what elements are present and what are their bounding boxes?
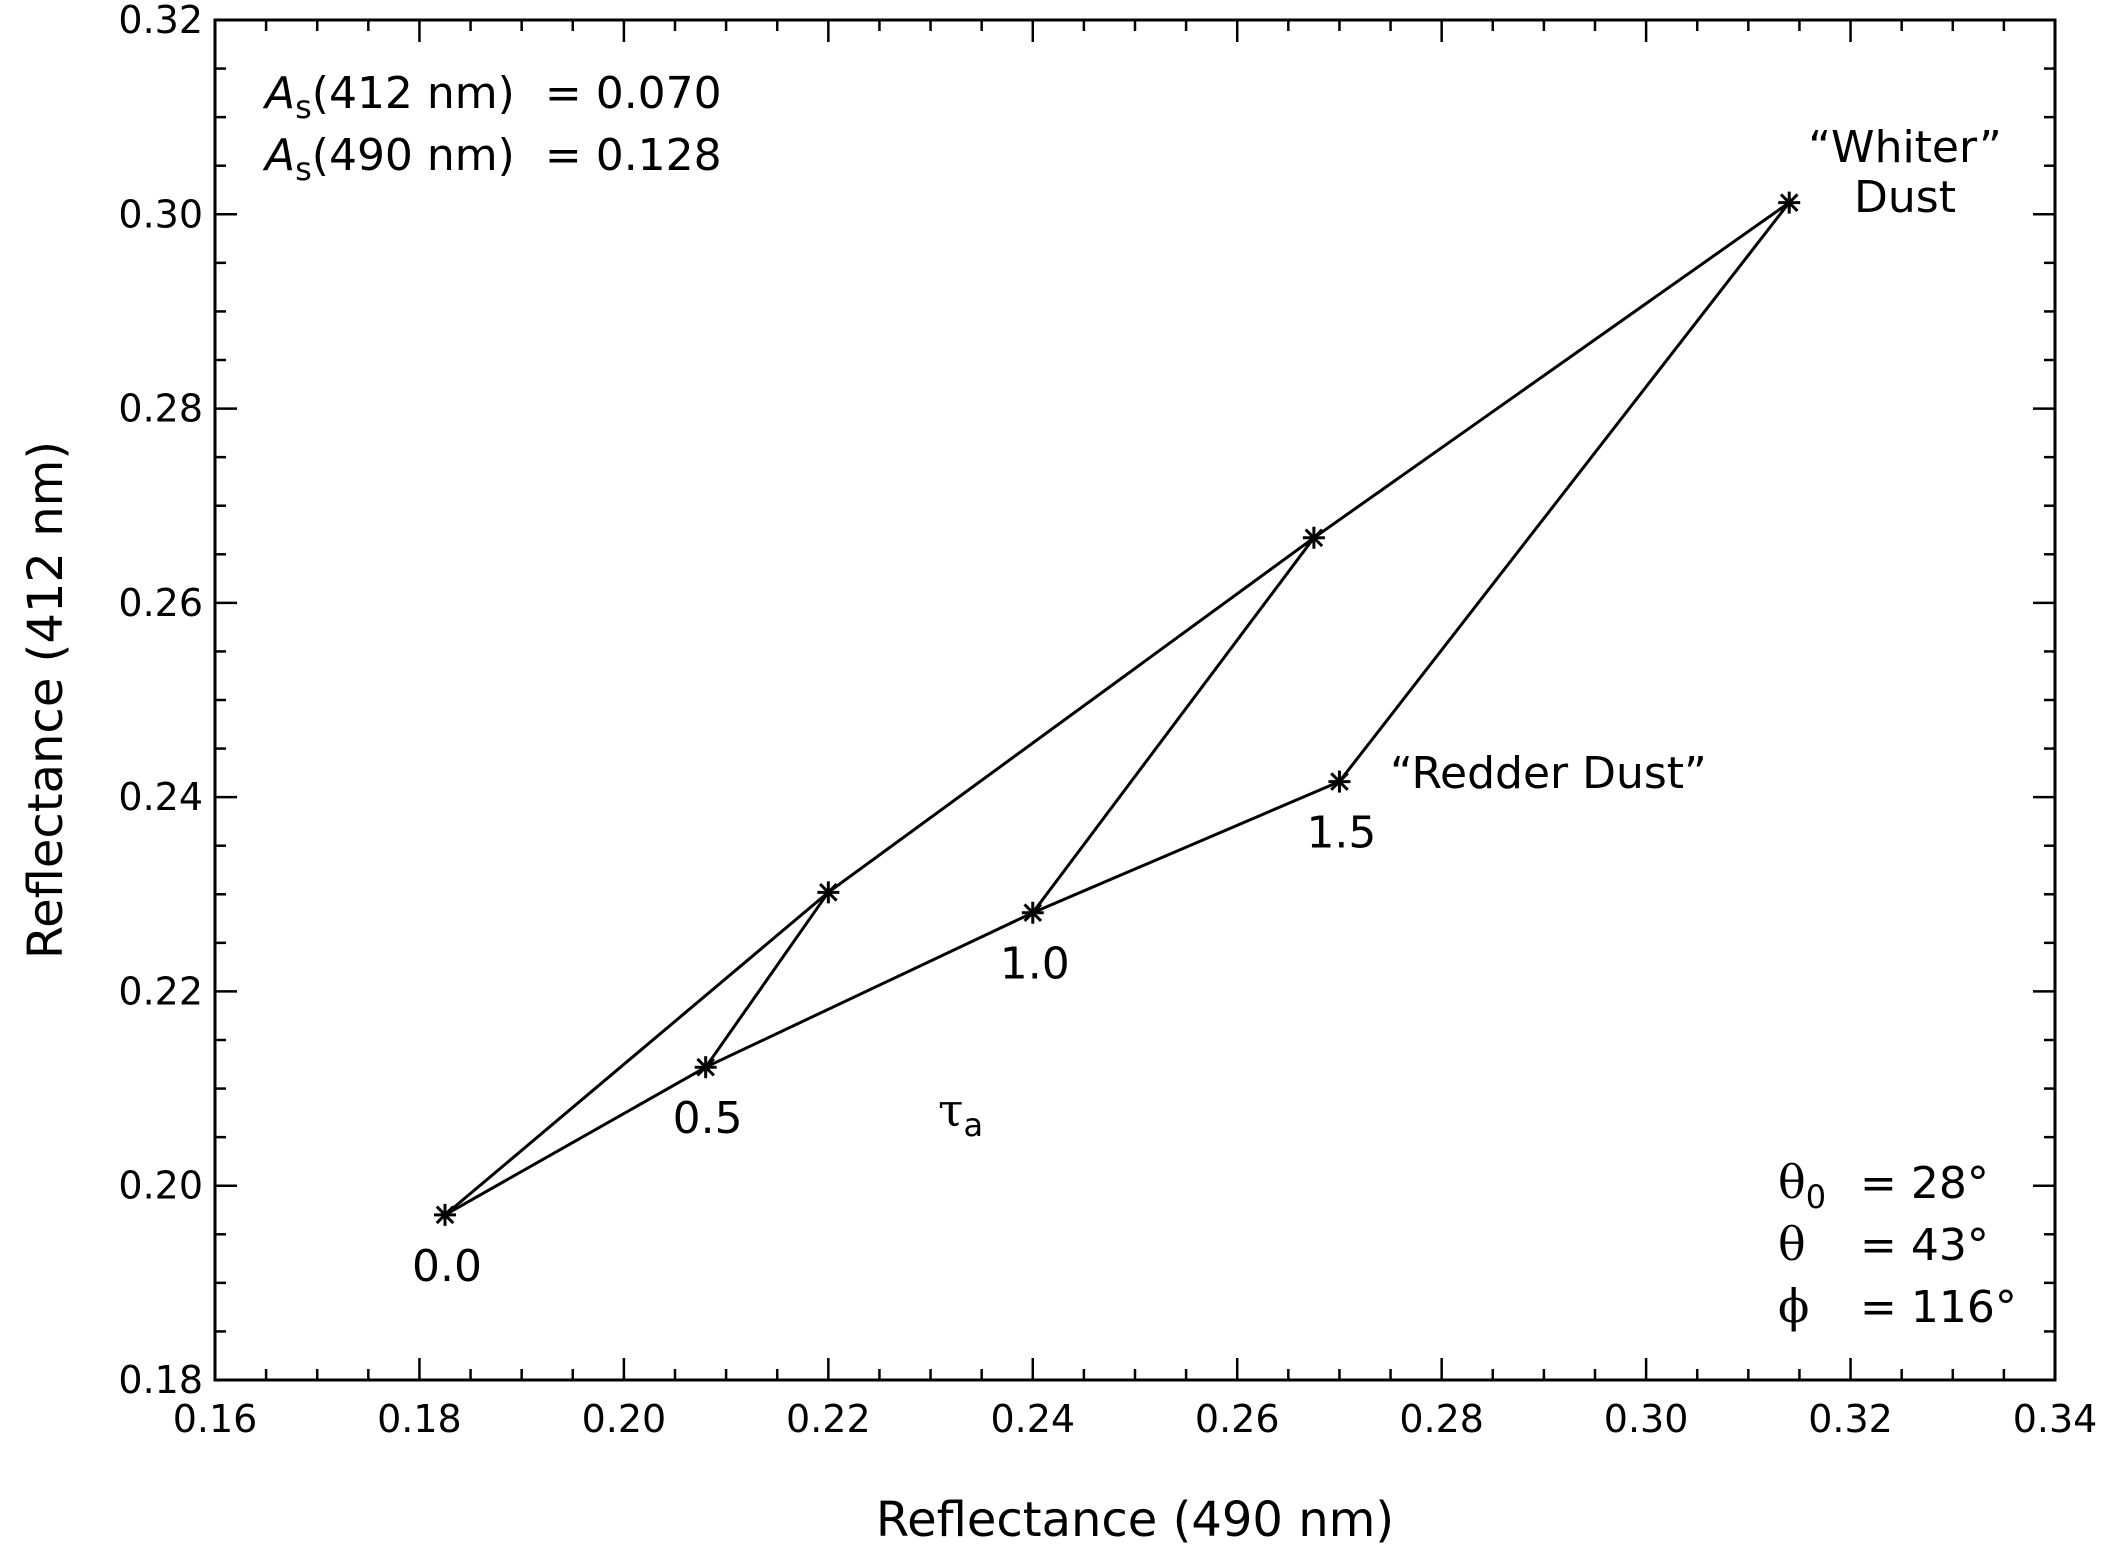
redder-dust-label: “Redder Dust” xyxy=(1390,748,1707,799)
y-tick-label: 0.30 xyxy=(118,192,203,236)
tau-value-labels: 0.0 0.5 1.0 1.5 xyxy=(412,808,1376,1292)
theta-value: = 43° xyxy=(1860,1220,1989,1271)
as-symbol: A xyxy=(262,130,295,181)
phi-value: = 116° xyxy=(1860,1282,2017,1333)
as-symbol: A xyxy=(262,68,295,119)
x-axis-title: Reflectance (490 nm) xyxy=(876,1492,1394,1548)
tau-symbol: τ xyxy=(938,1083,963,1137)
x-tick-label: 0.30 xyxy=(1604,1397,1689,1441)
y-tick-labels: 0.18 0.20 0.22 0.24 0.26 0.28 0.30 0.32 xyxy=(118,0,203,1402)
y-tick-label: 0.20 xyxy=(118,1164,203,1208)
series-line-3 xyxy=(1031,536,1316,914)
asterisk-marker xyxy=(1021,901,1044,924)
tick-marks xyxy=(213,18,2057,1382)
asterisk-marker xyxy=(694,1056,717,1079)
x-tick-label: 0.18 xyxy=(377,1397,462,1441)
as412-wavelength: (412 nm) xyxy=(312,68,515,119)
phi-symbol: ϕ xyxy=(1778,1279,1809,1333)
tau-a-label: τa xyxy=(938,1083,983,1144)
theta0-subscript: 0 xyxy=(1806,1178,1826,1216)
x-tick-labels: 0.16 0.18 0.20 0.22 0.24 0.26 0.28 0.30 0.32 0.34 xyxy=(173,1397,2098,1441)
y-axis-title: Reflectance (412 nm) xyxy=(18,441,74,959)
asterisk-marker xyxy=(1328,770,1351,793)
as-subscript: s xyxy=(295,150,312,188)
as490-annotation: As(490 nm) = 0.128 xyxy=(262,130,722,188)
whiter-dust-label-line1: “Whiter” xyxy=(1808,122,2001,173)
tau-value-label: 0.5 xyxy=(673,1093,743,1144)
y-tick-label: 0.18 xyxy=(118,1358,203,1402)
x-tick-label: 0.26 xyxy=(1195,1397,1280,1441)
series-line-1 xyxy=(444,780,1340,1217)
x-tick-label: 0.16 xyxy=(173,1397,258,1441)
y-tick-label: 0.24 xyxy=(118,775,203,819)
series-line-4 xyxy=(1338,201,1791,783)
asterisk-marker xyxy=(817,881,840,904)
theta0-value: = 28° xyxy=(1860,1158,1989,1209)
whiter-dust-label-line2: Dust xyxy=(1854,172,1956,223)
as-subscript: s xyxy=(295,88,312,126)
x-tick-label: 0.20 xyxy=(582,1397,667,1441)
series-line-0 xyxy=(444,201,1791,1217)
asterisk-marker xyxy=(1778,191,1801,214)
theta0-annotation: θ0 xyxy=(1778,1155,1826,1216)
series-lines xyxy=(444,201,1791,1217)
x-tick-label: 0.22 xyxy=(786,1397,871,1441)
series-line-2 xyxy=(704,891,830,1069)
y-tick-label: 0.32 xyxy=(118,0,203,42)
tau-subscript: a xyxy=(963,1106,983,1144)
asterisk-marker xyxy=(1302,526,1325,549)
as490-wavelength: (490 nm) xyxy=(312,130,515,181)
theta-symbol: θ xyxy=(1778,1217,1806,1271)
as412-value: = 0.070 xyxy=(545,68,722,119)
x-tick-label: 0.28 xyxy=(1399,1397,1484,1441)
as490-value: = 0.128 xyxy=(545,130,722,181)
x-tick-label: 0.32 xyxy=(1808,1397,1893,1441)
y-tick-label: 0.22 xyxy=(118,969,203,1013)
asterisk-marker xyxy=(434,1203,456,1226)
theta0-symbol: θ xyxy=(1778,1155,1806,1209)
tau-value-label: 1.5 xyxy=(1306,808,1376,859)
y-tick-label: 0.26 xyxy=(118,581,203,625)
tau-value-label: 0.0 xyxy=(412,1241,482,1292)
y-tick-label: 0.28 xyxy=(118,387,203,431)
x-tick-label: 0.24 xyxy=(990,1397,1075,1441)
tau-value-label: 1.0 xyxy=(1000,939,1070,990)
as412-annotation: As(412 nm) = 0.070 xyxy=(262,68,722,126)
x-tick-label: 0.34 xyxy=(2013,1397,2098,1441)
data-markers xyxy=(434,191,1801,1226)
